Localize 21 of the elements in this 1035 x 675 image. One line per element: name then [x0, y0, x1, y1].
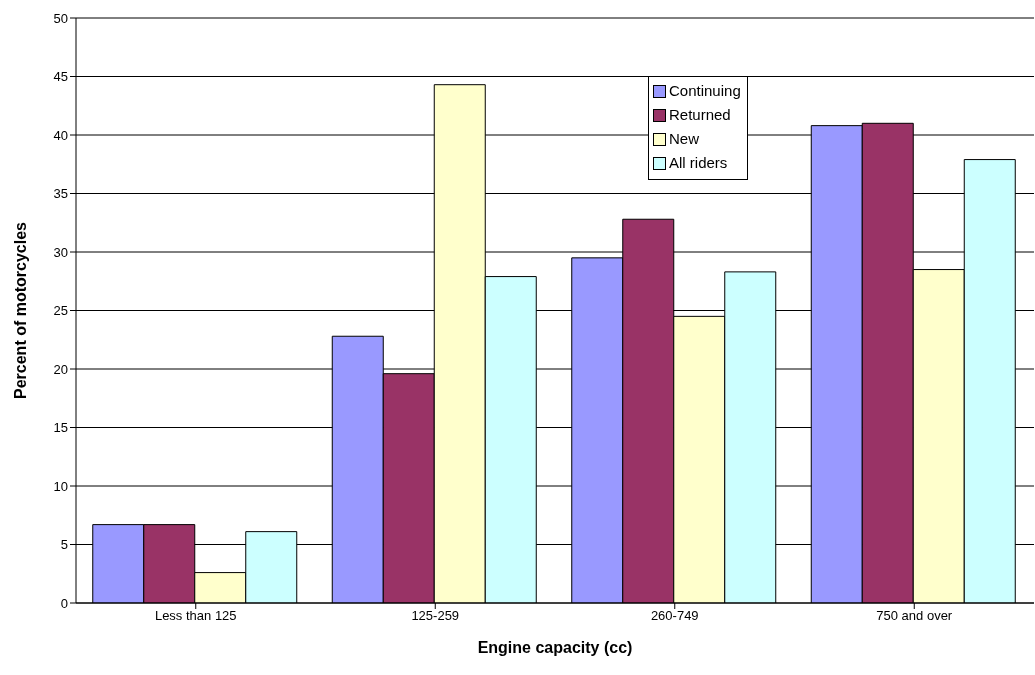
x-tick-label: Less than 125: [154, 608, 237, 624]
y-tick-label: 20: [53, 361, 68, 377]
x-tick-label: 260-749: [650, 608, 699, 624]
y-tick-label: 10: [53, 478, 68, 494]
x-axis-title: Engine capacity (cc): [477, 639, 633, 656]
legend-label: All riders: [669, 153, 728, 173]
legend-label: Returned: [669, 105, 731, 125]
y-tick-label: 15: [53, 420, 68, 436]
y-axis-title: Percent of motorcycles: [11, 221, 29, 399]
y-tick-label: 0: [60, 595, 68, 611]
y-tick-label: 50: [53, 10, 68, 26]
legend-label: New: [669, 129, 700, 149]
y-tick-label: 35: [53, 186, 68, 202]
y-tick-label: 5: [60, 537, 68, 553]
y-tick-label: 25: [53, 303, 68, 319]
y-tick-label: 40: [53, 127, 68, 143]
legend-label: Continuing: [669, 81, 741, 101]
x-tick-label: 125-259: [411, 608, 460, 624]
x-tick-label: 750 and over: [876, 608, 953, 624]
y-tick-label: 45: [53, 69, 68, 85]
y-tick-label: 30: [53, 244, 68, 260]
